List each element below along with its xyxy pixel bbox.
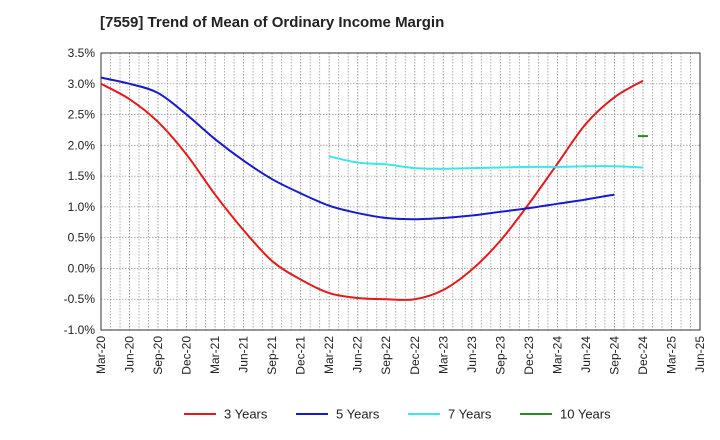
chart-title: [7559] Trend of Mean of Ordinary Income … (100, 14, 445, 31)
y-tick-label: 2.5% (68, 108, 96, 122)
series-3-years (100, 79, 644, 301)
y-tick-label: 3.0% (68, 77, 96, 91)
y-tick-label: 0.0% (68, 261, 96, 275)
y-tick-label: -1.0% (64, 323, 96, 337)
y-tick-label: 0.5% (68, 231, 96, 245)
x-tick-label: Dec-21 (294, 336, 308, 375)
legend-label: 5 Years (336, 407, 380, 422)
legend-label: 7 Years (448, 407, 492, 422)
legend-label: 10 Years (560, 407, 611, 422)
series-line (328, 155, 643, 170)
x-tick-label: Jun-21 (237, 336, 251, 373)
x-tick-label: Mar-21 (208, 336, 222, 374)
x-tick-label: Dec-22 (408, 336, 422, 375)
x-tick-label: Jun-20 (123, 336, 137, 373)
x-tick-label: Mar-20 (94, 336, 108, 374)
x-tick-label: Dec-24 (636, 336, 650, 375)
legend-item: 10 Years (520, 407, 611, 422)
x-tick-label: Mar-23 (436, 336, 450, 374)
series-5-years (100, 76, 615, 221)
x-tick-label: Jun-22 (351, 336, 365, 373)
plot-border (100, 52, 701, 331)
legend-item: 5 Years (296, 407, 380, 422)
x-tick-label: Mar-25 (664, 336, 678, 374)
legend-label: 3 Years (224, 407, 268, 422)
x-tick-label: Mar-22 (322, 336, 336, 374)
y-tick-label: 1.0% (68, 200, 96, 214)
y-tick-label: 3.5% (68, 46, 96, 60)
x-tick-label: Dec-23 (522, 336, 536, 375)
legend-item: 7 Years (408, 407, 492, 422)
x-tick-label: Jun-24 (579, 336, 593, 373)
series-layer (100, 76, 648, 301)
x-tick-label: Dec-20 (180, 336, 194, 375)
series-line (100, 79, 644, 301)
x-tick-label: Sep-22 (379, 336, 393, 375)
x-tick-label: Sep-24 (607, 336, 621, 375)
y-tick-label: 1.5% (68, 169, 96, 183)
y-tick-label: -0.5% (64, 292, 96, 306)
legend: 3 Years 5 Years 7 Years 10 Years (184, 407, 611, 422)
x-tick-label: Sep-20 (151, 336, 165, 375)
y-tick-label: 2.0% (68, 138, 96, 152)
x-tick-label: Jun-25 (693, 336, 707, 373)
grid-layer (100, 52, 700, 331)
x-tick-label: Jun-23 (465, 336, 479, 373)
x-tick-label: Sep-23 (493, 336, 507, 375)
axis-layer: 3.5% 3.0% 2.5% 2.0% 1.5% 1.0% 0.5% 0.0% -0.5% -1.… (64, 46, 707, 375)
legend-item: 3 Years (184, 407, 268, 422)
series-line (100, 76, 615, 221)
x-tick-label: Sep-21 (265, 336, 279, 375)
x-tick-label: Mar-24 (550, 336, 564, 374)
series-7-years (328, 155, 643, 170)
